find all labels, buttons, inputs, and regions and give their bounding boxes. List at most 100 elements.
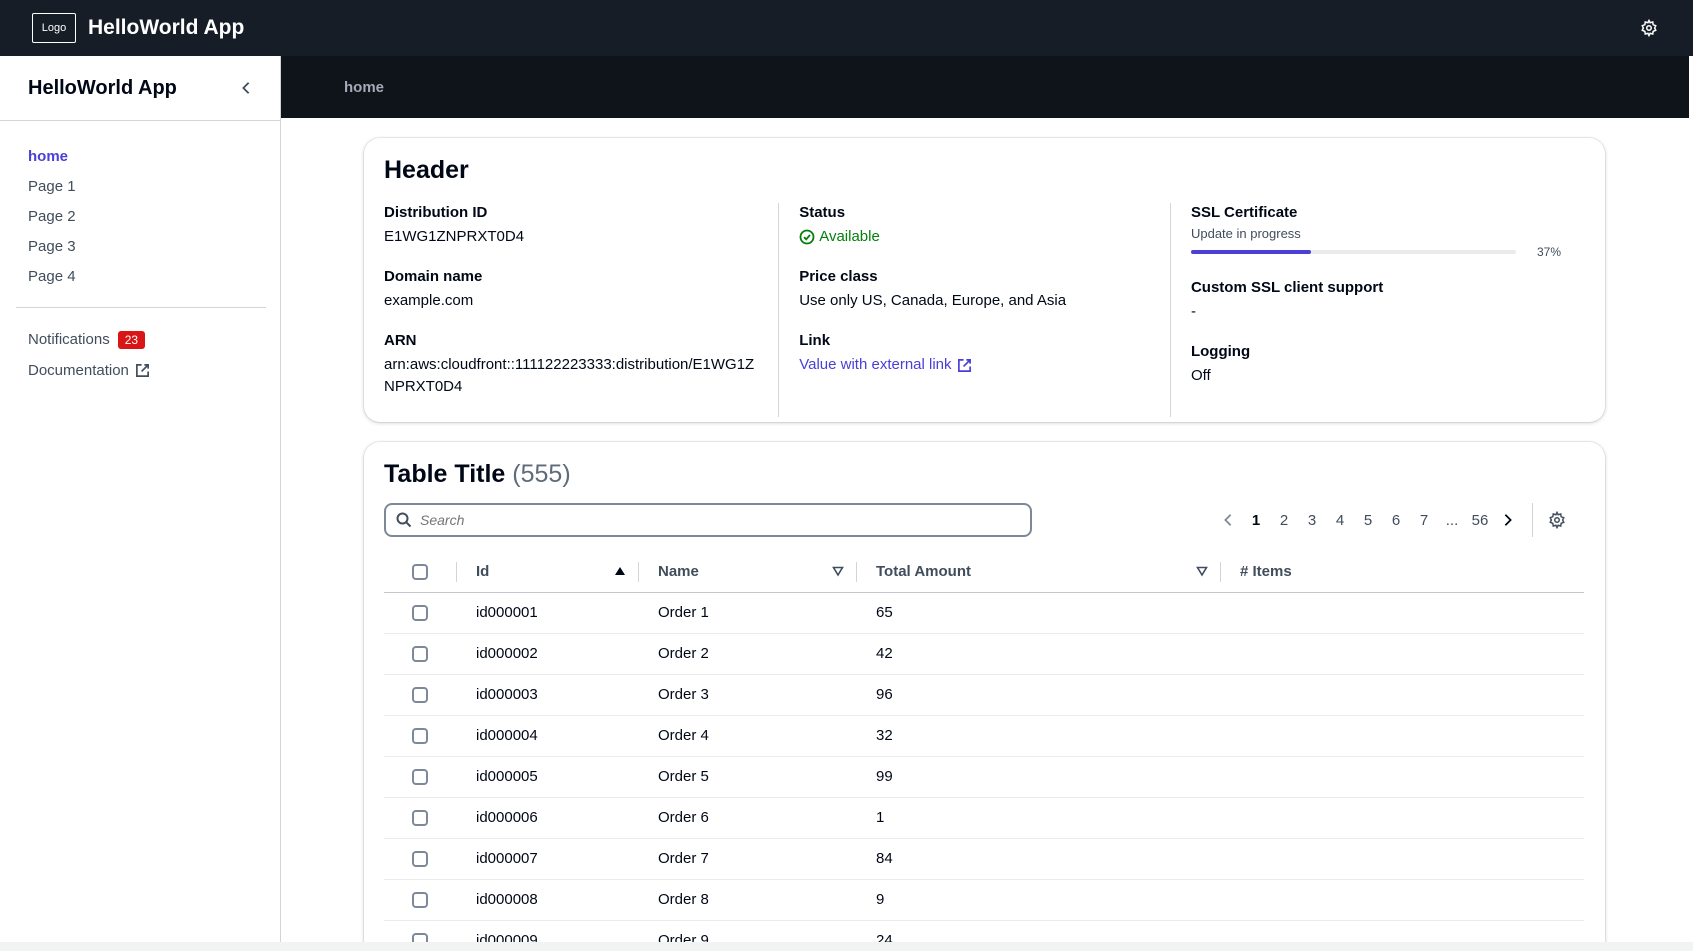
logging-label: Logging	[1190, 343, 1251, 360]
page-5-button[interactable]: 5	[1363, 511, 1373, 529]
ssl-certificate-label: SSL Certificate	[1190, 204, 1298, 221]
cell-total-amount: 1	[856, 797, 1220, 839]
row-checkbox[interactable]	[412, 605, 428, 622]
cell-items	[1220, 797, 1584, 839]
cell-total-amount: 42	[856, 633, 1220, 675]
app-title[interactable]: HelloWorld App	[88, 16, 245, 39]
search-input[interactable]	[420, 512, 1000, 528]
ssl-progress-bar: 37%	[1190, 245, 1561, 259]
external-link[interactable]: Value with external link	[799, 354, 971, 376]
previous-page-icon[interactable]	[1214, 513, 1242, 527]
cell-name: Order 7	[638, 838, 856, 880]
status-label: Status	[799, 204, 846, 221]
arn-value-line-2: NPRXT0D4	[384, 378, 463, 395]
sidebar-item-page-1[interactable]: Page 1	[28, 177, 76, 195]
distribution-id-label: Distribution ID	[384, 204, 488, 221]
sidebar-item-page-2[interactable]: Page 2	[28, 207, 76, 225]
sidebar-item-page-4[interactable]: Page 4	[28, 267, 76, 285]
page-7-button[interactable]: 7	[1419, 511, 1429, 529]
cell-total-amount: 96	[856, 674, 1220, 716]
sidebar-item-notifications[interactable]: Notifications 23	[28, 324, 280, 355]
page-6-button[interactable]: 6	[1391, 511, 1401, 529]
table-row[interactable]: id000003 Order 3 96	[384, 674, 1584, 716]
page-3-button[interactable]: 3	[1307, 511, 1317, 529]
table-row[interactable]: id000005 Order 5 99	[384, 756, 1584, 798]
details-column-1: Distribution ID E1WG1ZNPRXT0D4 Domain na…	[384, 203, 778, 417]
page-4-button[interactable]: 4	[1335, 511, 1345, 529]
table-row[interactable]: id000004 Order 4 32	[384, 715, 1584, 757]
cell-name: Order 3	[638, 674, 856, 716]
notifications-label: Notifications	[28, 331, 110, 348]
table-row[interactable]: id000009 Order 9 24	[384, 920, 1584, 942]
table-row[interactable]: id000008 Order 8 9	[384, 879, 1584, 921]
pagination-divider	[1532, 503, 1533, 537]
breadcrumb: home	[281, 56, 1689, 118]
sidebar-item-home[interactable]: home	[28, 147, 69, 165]
custom-ssl-value: -	[1190, 303, 1196, 320]
details-grid: Distribution ID E1WG1ZNPRXT0D4 Domain na…	[384, 203, 1585, 417]
next-page-icon[interactable]	[1494, 513, 1522, 527]
price-class-value: Use only US, Canada, Europe, and Asia	[799, 292, 1067, 309]
cell-id: id000002	[456, 633, 638, 675]
ssl-certificate-pair: SSL Certificate Update in progress 37%	[1190, 203, 1561, 259]
row-checkbox[interactable]	[412, 892, 428, 909]
column-divider	[456, 562, 457, 582]
column-header-total-amount[interactable]: Total Amount	[856, 552, 1220, 593]
sidebar-item-documentation[interactable]: Documentation	[28, 355, 280, 386]
row-checkbox[interactable]	[412, 646, 428, 663]
cell-items	[1220, 879, 1584, 921]
sidebar-title[interactable]: HelloWorld App	[28, 76, 177, 99]
cell-name: Order 8	[638, 879, 856, 921]
cell-total-amount: 32	[856, 715, 1220, 757]
row-select-cell	[384, 633, 456, 675]
table-count: (555)	[512, 460, 571, 488]
row-checkbox[interactable]	[412, 810, 428, 827]
status-value: Available	[819, 228, 880, 245]
gear-icon[interactable]	[1545, 508, 1569, 532]
table-row[interactable]: id000002 Order 2 42	[384, 633, 1584, 675]
page-2-button[interactable]: 2	[1279, 511, 1289, 529]
cell-id: id000004	[456, 715, 638, 757]
gear-icon[interactable]	[1637, 16, 1661, 40]
cell-name: Order 1	[638, 592, 856, 634]
table-card: Table Title (555) 1 2 3 4 5 6 7	[364, 442, 1605, 942]
domain-name-pair: Domain name example.com	[384, 267, 754, 312]
column-header-label: Name	[658, 563, 699, 581]
arn-value-line-1: arn:aws:cloudfront::111122223333:distrib…	[384, 356, 755, 373]
row-checkbox[interactable]	[412, 728, 428, 745]
sidebar-header: HelloWorld App	[0, 56, 280, 121]
column-header-id[interactable]: Id	[456, 552, 638, 593]
arn-pair: ARN arn:aws:cloudfront::111122223333:dis…	[384, 331, 754, 398]
cell-total-amount: 99	[856, 756, 1220, 798]
cell-name: Order 5	[638, 756, 856, 798]
column-header-name[interactable]: Name	[638, 552, 856, 593]
table-row[interactable]: id000006 Order 6 1	[384, 797, 1584, 839]
sidebar-item-page-3[interactable]: Page 3	[28, 237, 76, 255]
chevron-left-icon[interactable]	[234, 76, 258, 100]
top-navigation: Logo HelloWorld App	[0, 0, 1693, 56]
price-class-pair: Price class Use only US, Canada, Europe,…	[799, 267, 1146, 312]
table-toolbar: 1 2 3 4 5 6 7 ... 56	[384, 503, 1585, 537]
link-pair: Link Value with external link	[799, 331, 1146, 376]
window-bottom-edge	[0, 942, 1693, 951]
column-header-items: # Items	[1220, 552, 1584, 593]
cell-items	[1220, 633, 1584, 675]
row-select-cell	[384, 674, 456, 716]
row-checkbox[interactable]	[412, 769, 428, 786]
row-checkbox[interactable]	[412, 687, 428, 704]
cell-name: Order 4	[638, 715, 856, 757]
row-select-cell	[384, 838, 456, 880]
page-1-button[interactable]: 1	[1251, 511, 1261, 529]
table-row[interactable]: id000001 Order 1 65	[384, 592, 1584, 634]
page-56-button[interactable]: 56	[1471, 511, 1489, 529]
row-checkbox[interactable]	[412, 851, 428, 868]
status-pair: Status Available	[799, 203, 1146, 248]
sidebar-divider	[16, 307, 266, 308]
search-field[interactable]	[384, 503, 1032, 537]
row-checkbox[interactable]	[412, 933, 428, 942]
logo[interactable]: Logo	[32, 13, 76, 43]
details-column-2: Status Available Price class Use only US…	[778, 203, 1170, 417]
select-all-checkbox[interactable]	[412, 564, 428, 581]
table-row[interactable]: id000007 Order 7 84	[384, 838, 1584, 880]
domain-name-value: example.com	[384, 292, 474, 309]
